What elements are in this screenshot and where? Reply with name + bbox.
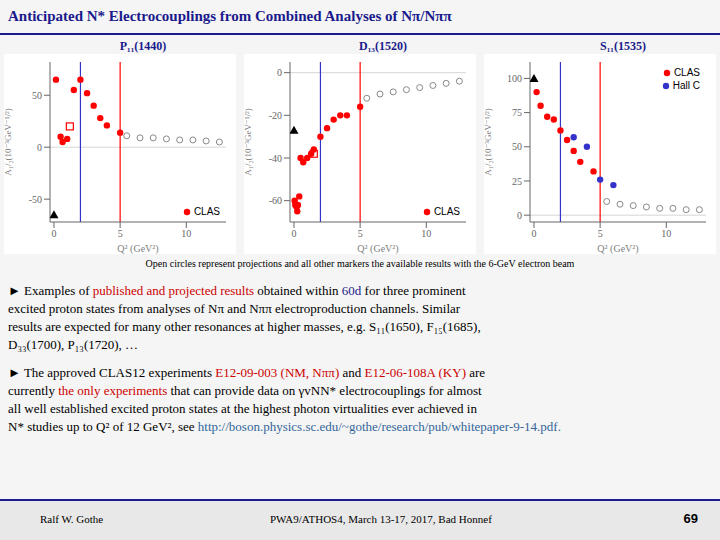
svg-text:5: 5 <box>358 228 363 239</box>
html-text:N* studies up to Q² of 12 GeV²: N* studies up to Q² of 12 GeV², see http… <box>8 419 561 434</box>
svg-text:A₁/₂(10⁻³GeV⁻¹/²): A₁/₂(10⁻³GeV⁻¹/²) <box>244 108 253 175</box>
svg-text:-60: -60 <box>269 195 282 206</box>
html-text:► Examples of published and pr: ► Examples of published and projected re… <box>8 283 466 298</box>
html-text:Open circles represent project: Open circles represent projections and a… <box>145 258 575 269</box>
html-text:excited proton states from ana: excited proton states from analyses of N… <box>8 301 461 316</box>
svg-text:75: 75 <box>512 107 522 118</box>
svg-text:0: 0 <box>277 67 282 78</box>
html-text:► The approved CLAS12 experime: ► The approved CLAS12 experiments E12-09… <box>8 365 486 380</box>
svg-text:A₁/₂(10⁻³GeV⁻¹/²): A₁/₂(10⁻³GeV⁻¹/²) <box>8 108 13 175</box>
svg-text:50: 50 <box>32 90 42 101</box>
svg-text:5: 5 <box>598 228 603 239</box>
svg-text:100: 100 <box>507 73 522 84</box>
svg-text:A₁/₂(10⁻³GeV⁻¹/²): A₁/₂(10⁻³GeV⁻¹/²) <box>484 108 493 175</box>
svg-text:0: 0 <box>517 210 522 221</box>
html-text:CLAS: CLAS <box>673 67 700 78</box>
svg-text:5: 5 <box>118 228 123 239</box>
svg-text:0: 0 <box>51 228 56 239</box>
html-text:D₁₃(1520): D₁₃(1520) <box>359 39 407 53</box>
html-text:Anticipated N* Electrocoupling: Anticipated N* Electrocouplings from Com… <box>8 8 452 24</box>
svg-text:10: 10 <box>421 228 431 239</box>
svg-text:-40: -40 <box>269 153 282 164</box>
html-text:CLAS: CLAS <box>433 206 460 217</box>
svg-text:25: 25 <box>512 176 522 187</box>
html-text:results are expected for many: results are expected for many other reso… <box>8 319 481 334</box>
svg-text:0: 0 <box>291 228 296 239</box>
html-text:P₁₁(1440): P₁₁(1440) <box>119 39 167 53</box>
svg-text:0: 0 <box>37 142 42 153</box>
svg-text:-20: -20 <box>269 110 282 121</box>
svg-text:Q² (GeV²): Q² (GeV²) <box>117 243 158 254</box>
html-text:CLAS: CLAS <box>193 206 220 217</box>
svg-text:-50: -50 <box>29 194 42 205</box>
html-text:69: 69 <box>683 511 698 526</box>
html-text:PWA9/ATHOS4, March 13-17, 2017: PWA9/ATHOS4, March 13-17, 2017, Bad Honn… <box>270 513 492 525</box>
html-text:all well established excited p: all well established excited proton stat… <box>8 401 477 416</box>
html-text:currently the only experiments: currently the only experiments that can … <box>8 383 482 398</box>
svg-text:50: 50 <box>512 141 522 152</box>
svg-text:Q² (GeV²): Q² (GeV²) <box>597 243 638 254</box>
html-text:Hall C: Hall C <box>672 80 700 91</box>
svg-text:Q² (GeV²): Q² (GeV²) <box>357 243 398 254</box>
svg-text:10: 10 <box>181 228 191 239</box>
svg-text:10: 10 <box>661 228 671 239</box>
html-text:D₃₃(1700), P₁₃(1720), …: D₃₃(1700), P₁₃(1720), … <box>8 337 139 352</box>
svg-text:0: 0 <box>531 228 536 239</box>
html-text:Ralf W. Gothe: Ralf W. Gothe <box>40 513 104 525</box>
html-text:S₁₁(1535): S₁₁(1535) <box>600 39 646 53</box>
